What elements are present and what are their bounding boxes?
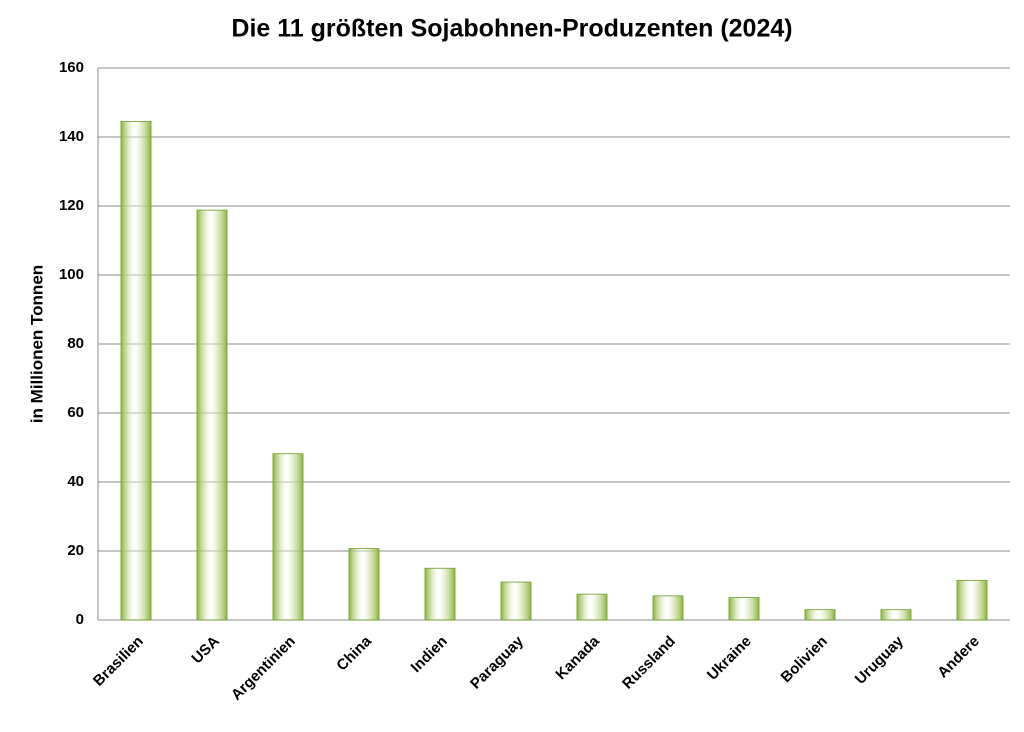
x-tick-label: Russland — [619, 633, 679, 693]
bar — [424, 567, 456, 621]
x-tick-label: Indien — [408, 633, 451, 676]
y-axis-label: in Millionen Tonnen — [27, 265, 46, 423]
chart-title: Die 11 größten Sojabohnen-Produzenten (2… — [231, 15, 792, 43]
y-tick-label: 120 — [59, 197, 84, 214]
x-tick-label: Paraguay — [467, 632, 527, 692]
x-tick-label: Andere — [934, 633, 983, 682]
bar — [272, 453, 304, 621]
x-tick-label: Argentinien — [228, 633, 299, 704]
x-tick-label: Uruguay — [852, 632, 908, 688]
bar — [652, 595, 684, 621]
y-tick-label: 160 — [59, 59, 84, 76]
y-tick-label: 140 — [59, 128, 84, 145]
y-tick-label: 60 — [67, 404, 84, 421]
x-tick-label: China — [333, 632, 375, 674]
x-tick-label: USA — [188, 633, 223, 668]
bar — [804, 609, 836, 621]
bar — [576, 593, 608, 621]
y-tick-label: 100 — [59, 266, 84, 283]
bar — [120, 121, 152, 621]
bar — [956, 579, 988, 621]
y-tick-label: 80 — [67, 335, 84, 352]
y-tick-label: 40 — [67, 473, 84, 490]
x-tick-label: Brasilien — [90, 633, 147, 690]
x-tick-label: Kanada — [552, 632, 603, 683]
bar — [880, 609, 912, 621]
y-tick-label: 0 — [76, 611, 84, 628]
x-tick-label: Ukraine — [704, 633, 755, 684]
bar — [196, 209, 228, 621]
bar — [500, 581, 532, 621]
bar — [348, 548, 380, 621]
y-tick-label: 20 — [67, 542, 84, 559]
bar — [728, 597, 760, 621]
x-tick-label: Bolivien — [778, 633, 831, 686]
